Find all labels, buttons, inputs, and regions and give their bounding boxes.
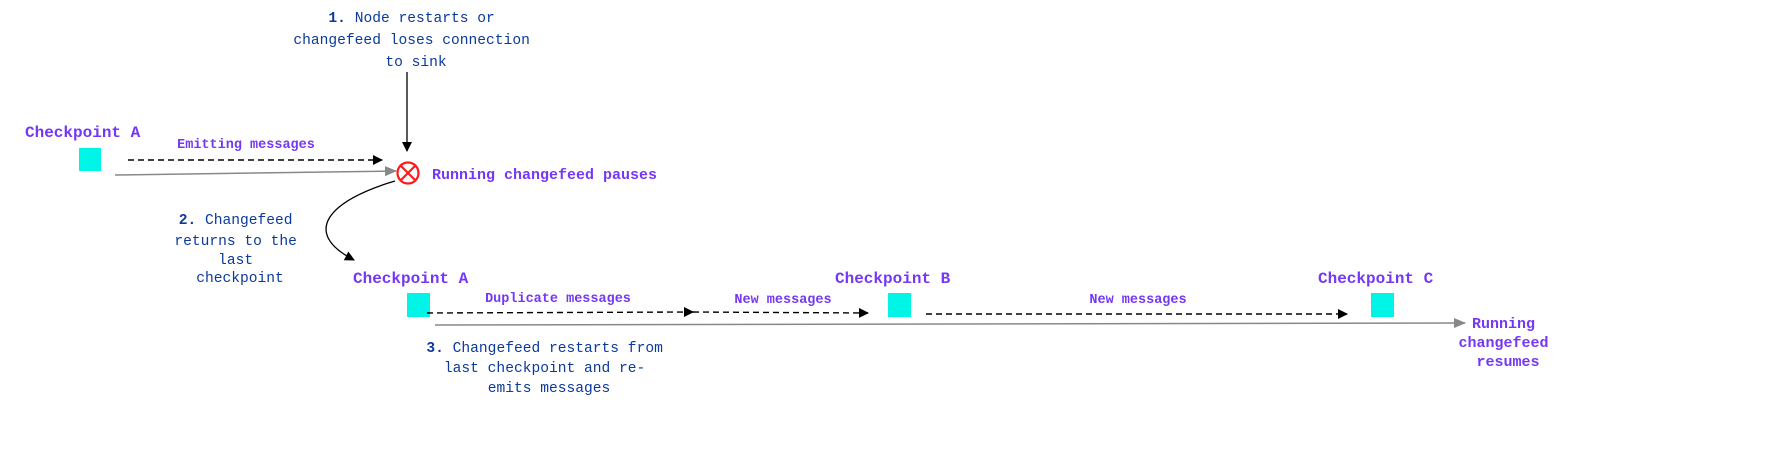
checkpoint-b-marker bbox=[888, 293, 911, 317]
timeline-bottom bbox=[434, 318, 1466, 329]
checkpoint-a-label-top: Checkpoint A bbox=[25, 124, 141, 142]
checkpoint-c-marker bbox=[1371, 293, 1394, 317]
timeline-top bbox=[114, 166, 397, 177]
duplicate-messages-label: Duplicate messages bbox=[485, 292, 631, 307]
resume-label: Running changefeed resumes bbox=[1458, 316, 1557, 371]
checkpoint-a-marker-top bbox=[79, 148, 101, 171]
duplicate-messages-arrow bbox=[426, 307, 694, 318]
note-2: 2. Changefeed returns to the last checkp… bbox=[174, 213, 305, 287]
checkpoint-b-label: Checkpoint B bbox=[835, 270, 951, 288]
pause-label: Running changefeed pauses bbox=[432, 167, 657, 184]
checkpoint-a-marker-bottom bbox=[407, 293, 430, 317]
new-messages-arrow-1 bbox=[692, 307, 869, 318]
new-messages-label-1: New messages bbox=[734, 293, 831, 308]
note-3: 3. Changefeed restarts from last checkpo… bbox=[426, 341, 671, 397]
checkpoint-c-label: Checkpoint C bbox=[1318, 270, 1434, 288]
emitting-messages-label: Emitting messages bbox=[177, 138, 315, 153]
return-arrow bbox=[325, 180, 396, 261]
error-x-circle-icon bbox=[396, 161, 420, 185]
note-1: 1. Node restarts or changefeed loses con… bbox=[293, 11, 538, 71]
checkpoint-a-label-bottom: Checkpoint A bbox=[353, 270, 469, 288]
new-messages-label-2: New messages bbox=[1089, 293, 1186, 308]
